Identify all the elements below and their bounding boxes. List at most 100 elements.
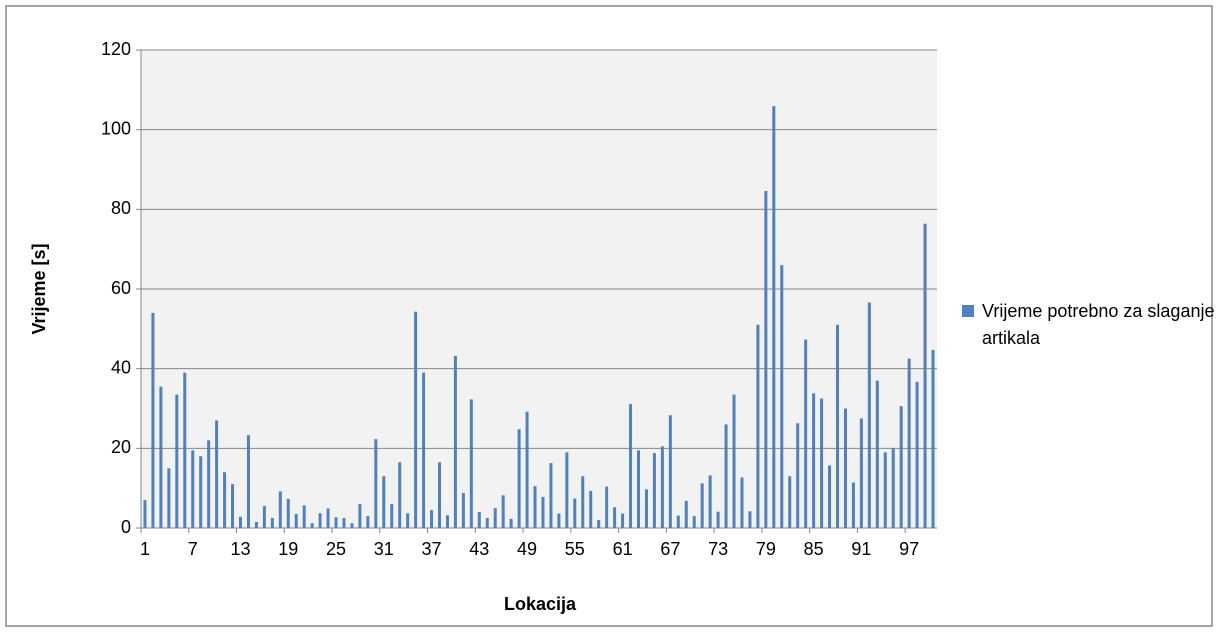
bar <box>565 452 569 528</box>
bar <box>453 355 457 528</box>
bar <box>334 517 338 528</box>
x-tick-label: 67 <box>660 539 680 559</box>
bar <box>461 492 465 528</box>
bar <box>239 516 242 528</box>
bar <box>684 500 688 528</box>
bar <box>358 504 362 528</box>
bar <box>517 429 521 528</box>
bar <box>883 452 887 528</box>
bar <box>525 411 529 528</box>
bar <box>875 380 879 528</box>
bar <box>605 486 609 528</box>
x-tick-label: 79 <box>756 539 776 559</box>
x-tick-label: 55 <box>565 539 585 559</box>
legend-key <box>962 305 974 317</box>
bar <box>891 448 895 528</box>
bar <box>485 518 489 528</box>
bar <box>812 393 816 528</box>
bar <box>342 518 346 528</box>
bar <box>406 513 410 528</box>
bar <box>533 486 537 528</box>
x-tick-label: 13 <box>230 539 250 559</box>
bar <box>445 515 449 528</box>
bar <box>318 513 322 528</box>
bar <box>756 324 760 528</box>
bar <box>788 476 792 528</box>
bar <box>668 415 672 528</box>
bar <box>183 372 187 528</box>
bar <box>191 450 195 528</box>
bar <box>262 506 266 528</box>
bar <box>493 508 497 528</box>
bar <box>676 515 680 528</box>
bar <box>652 453 656 528</box>
legend-label: Vrijeme potrebno za slaganje artikala <box>982 301 1215 348</box>
bar <box>581 476 585 528</box>
bar <box>350 523 354 528</box>
x-tick-label: 43 <box>469 539 489 559</box>
bar <box>843 408 847 528</box>
bar <box>541 496 545 528</box>
bar <box>621 513 625 528</box>
bar <box>692 516 696 528</box>
bar <box>509 518 513 528</box>
bar <box>398 462 402 528</box>
bar <box>828 465 832 528</box>
bar <box>207 440 211 528</box>
bar <box>422 372 426 528</box>
bar <box>724 424 728 528</box>
bar <box>477 512 481 528</box>
bar <box>820 398 824 528</box>
bar <box>215 420 219 528</box>
bar <box>915 381 919 528</box>
y-tick-label: 20 <box>111 437 131 457</box>
bar <box>374 439 378 528</box>
bar <box>151 312 155 528</box>
bar <box>772 106 776 528</box>
x-tick-label: 73 <box>708 539 728 559</box>
bar <box>231 484 235 528</box>
bar <box>629 404 633 528</box>
bar <box>851 482 855 528</box>
x-tick-label: 1 <box>140 539 150 559</box>
x-tick-label: 7 <box>188 539 198 559</box>
bar <box>270 518 274 528</box>
bar <box>597 520 601 528</box>
bar <box>859 418 863 528</box>
bar <box>637 450 640 528</box>
bar <box>326 508 330 528</box>
bar <box>143 500 147 528</box>
x-tick-label: 91 <box>851 539 871 559</box>
bar <box>836 324 839 528</box>
bar <box>708 475 712 528</box>
bar <box>167 468 171 528</box>
y-tick-label: 60 <box>111 278 131 298</box>
y-axis-label: Vrijeme [s] <box>29 243 49 334</box>
bar <box>246 435 250 528</box>
x-tick-label: 85 <box>804 539 824 559</box>
bar <box>573 498 577 528</box>
bar <box>438 462 441 528</box>
x-tick-label: 61 <box>613 539 633 559</box>
bar <box>175 394 179 528</box>
bar <box>390 504 394 528</box>
x-tick-label: 31 <box>374 539 394 559</box>
bar <box>700 483 704 528</box>
bar <box>732 394 736 528</box>
bar <box>223 472 227 528</box>
bar <box>302 505 306 528</box>
bar <box>414 311 418 528</box>
bar <box>278 491 282 528</box>
bar <box>796 423 800 528</box>
bar <box>780 265 784 528</box>
bar <box>366 516 370 528</box>
x-tick-label: 97 <box>899 539 919 559</box>
bar <box>748 511 752 528</box>
bar <box>294 514 298 528</box>
y-tick-label: 0 <box>121 517 131 537</box>
bar <box>310 523 314 528</box>
bar <box>589 490 593 528</box>
legend: Vrijeme potrebno za slaganje artikala <box>962 298 1220 352</box>
